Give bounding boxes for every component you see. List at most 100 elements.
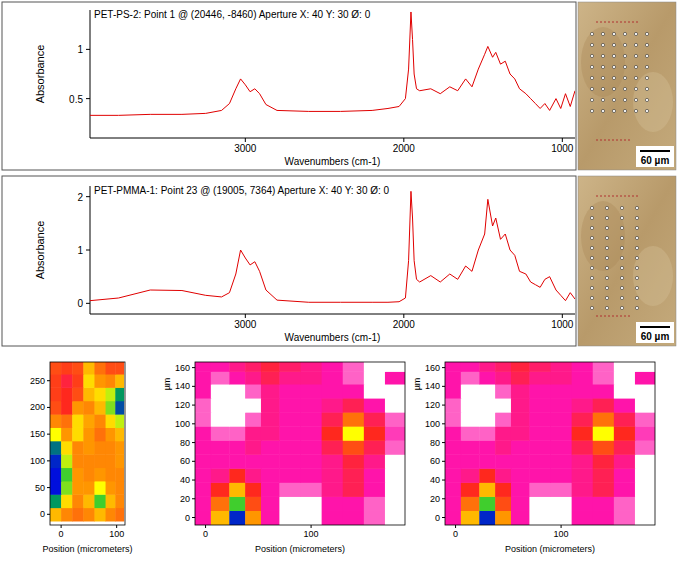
x-tick-label: 0	[453, 529, 458, 539]
sample-point	[590, 286, 593, 289]
map-cell	[385, 384, 405, 399]
sample-point	[634, 43, 637, 46]
map-cell	[511, 496, 530, 511]
map-panel: 0100050100150200250Position (micrometers…	[30, 361, 133, 554]
y-tick	[47, 487, 50, 488]
sample-point	[634, 54, 637, 57]
map-cell	[445, 371, 461, 384]
map-cell	[511, 384, 530, 399]
sample-point	[605, 296, 608, 299]
micrograph	[578, 176, 676, 346]
map-cell	[50, 468, 62, 482]
map-cell	[593, 468, 615, 483]
map-cell	[343, 454, 365, 469]
map-cell	[83, 468, 95, 482]
map-cell	[61, 468, 73, 482]
map-cell	[551, 426, 573, 441]
map-cell	[551, 412, 573, 427]
map-cell	[614, 482, 636, 497]
map-cell	[364, 412, 386, 427]
map-cell	[572, 454, 594, 469]
map-cell	[115, 427, 124, 441]
map-cell	[61, 494, 73, 508]
y-tick	[192, 461, 195, 462]
map-cell	[72, 494, 84, 508]
sample-point	[590, 98, 593, 101]
map-cell	[572, 384, 594, 399]
micrograph-marker	[596, 140, 630, 141]
map-cell	[115, 508, 124, 522]
x-tick-label: 3000	[234, 143, 257, 154]
map-cell	[211, 384, 230, 399]
map-cell	[229, 412, 245, 427]
y-tick	[442, 517, 445, 518]
sample-point	[620, 206, 623, 209]
map-cell	[229, 440, 245, 455]
map-cell	[261, 496, 280, 511]
map-cell	[245, 362, 261, 372]
map-cell	[261, 482, 280, 497]
map-cell	[72, 481, 84, 495]
scale-bar-ground	[636, 322, 674, 343]
map-cell	[529, 496, 551, 511]
map-cell	[83, 481, 95, 495]
sample-point	[605, 206, 608, 209]
map-cell	[479, 468, 495, 483]
map-cell	[322, 482, 344, 497]
sample-point	[612, 65, 615, 68]
y-tick	[442, 423, 445, 424]
sample-point	[605, 246, 608, 249]
map-cell	[94, 441, 106, 455]
map-cell	[495, 496, 511, 511]
map-cell	[495, 468, 511, 483]
map-cell	[195, 362, 211, 372]
map-cell	[195, 440, 211, 455]
y-axis-title: µm	[162, 378, 172, 391]
x-tick	[205, 525, 206, 528]
map-cell	[195, 384, 211, 399]
sample-point	[635, 276, 638, 279]
map-cell	[61, 374, 73, 388]
x-tick-label: 1000	[551, 319, 574, 330]
y-axis-title: Absorbance	[34, 221, 46, 280]
map-cell	[279, 412, 301, 427]
map-cell	[343, 371, 365, 384]
map-cell	[614, 496, 636, 511]
map-cell	[445, 482, 461, 497]
map-cell	[495, 384, 511, 399]
map-cell	[229, 496, 245, 511]
map-cell	[72, 362, 84, 375]
map-cell	[495, 371, 511, 384]
map-cell	[572, 426, 594, 441]
spectrum-line	[90, 12, 575, 115]
y-tick-label: 100	[30, 456, 45, 466]
sample-point	[635, 226, 638, 229]
map-cell	[322, 454, 344, 469]
map-cell	[50, 454, 62, 468]
map-cell	[261, 371, 280, 384]
y-tick-label: 1	[77, 245, 83, 256]
map-cell	[593, 496, 615, 511]
map-cell	[83, 374, 95, 388]
y-tick-label: 0	[435, 513, 440, 523]
scale-bar-label: 60 µm	[641, 331, 670, 342]
sample-point	[605, 256, 608, 259]
map-cell	[106, 481, 116, 495]
map-cell	[445, 412, 461, 427]
map-cell	[115, 468, 124, 482]
map-cell	[50, 427, 62, 441]
sample-point	[645, 54, 648, 57]
map-cell	[614, 398, 636, 413]
sample-point	[601, 76, 604, 79]
map-cell	[211, 454, 230, 469]
sample-point	[590, 54, 593, 57]
map-cell	[229, 398, 245, 413]
sample-point	[590, 226, 593, 229]
sample-point	[590, 32, 593, 35]
map-cell	[593, 362, 615, 372]
map-cell	[551, 371, 573, 384]
scale-bar	[640, 326, 670, 328]
map-cell	[635, 412, 655, 427]
sample-point	[645, 32, 648, 35]
map-cell	[551, 482, 573, 497]
